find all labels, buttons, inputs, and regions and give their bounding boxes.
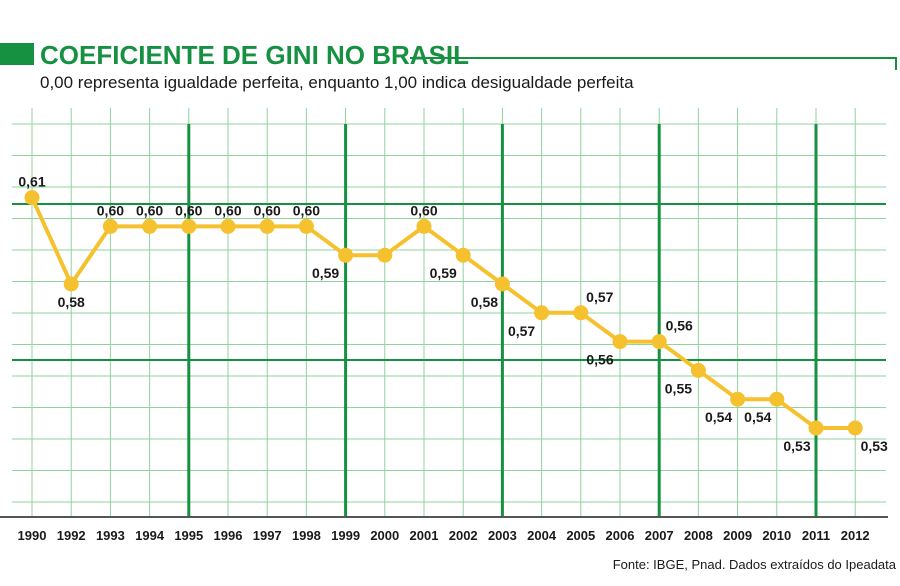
data-label-2006: 0,56 [586, 352, 613, 368]
data-point-2002 [455, 247, 471, 263]
data-point-2004 [534, 305, 550, 321]
data-point-1998 [298, 218, 314, 234]
x-tick-2009: 2009 [723, 528, 752, 543]
data-point-1992 [63, 276, 79, 292]
data-point-2007 [651, 334, 667, 350]
data-label-1995: 0,60 [175, 202, 202, 218]
data-label-2001: 0,60 [410, 202, 437, 218]
data-label-1993: 0,60 [97, 202, 124, 218]
data-label-2008: 0,55 [665, 380, 692, 396]
x-tick-1998: 1998 [292, 528, 321, 543]
x-tick-1997: 1997 [253, 528, 282, 543]
data-point-2009 [730, 391, 746, 407]
data-label-2010: 0,54 [744, 409, 771, 425]
x-tick-2000: 2000 [370, 528, 399, 543]
chart-title: COEFICIENTE DE GINI NO BRASIL [40, 40, 469, 70]
data-point-1995 [181, 218, 197, 234]
x-tick-2002: 2002 [449, 528, 478, 543]
series-line [30, 196, 856, 430]
x-tick-2008: 2008 [684, 528, 713, 543]
x-tick-1994: 1994 [135, 528, 165, 543]
x-tick-1992: 1992 [57, 528, 86, 543]
data-point-2008 [690, 362, 706, 378]
data-point-1993 [102, 218, 118, 234]
data-label-1999: 0,59 [312, 265, 339, 281]
x-tick-2003: 2003 [488, 528, 517, 543]
x-tick-1999: 1999 [331, 528, 360, 543]
x-tick-1996: 1996 [214, 528, 243, 543]
data-label-2005: 0,57 [586, 289, 613, 305]
data-label-1998: 0,60 [293, 202, 320, 218]
x-tick-2012: 2012 [841, 528, 870, 543]
x-tick-2006: 2006 [606, 528, 635, 543]
data-point-1996 [220, 218, 236, 234]
data-label-1997: 0,60 [254, 202, 281, 218]
data-label-2007: 0,56 [666, 318, 693, 334]
data-label-1996: 0,60 [214, 202, 241, 218]
data-point-2001 [416, 218, 432, 234]
x-tick-2007: 2007 [645, 528, 674, 543]
data-label-2011: 0,53 [783, 438, 810, 454]
data-point-1990 [24, 190, 40, 206]
data-label-1990: 0,61 [18, 174, 45, 190]
data-point-2003 [494, 276, 510, 292]
source-note: Fonte: IBGE, Pnad. Dados extraídos do Ip… [613, 557, 897, 572]
data-label-2009: 0,54 [705, 409, 732, 425]
x-tick-1993: 1993 [96, 528, 125, 543]
data-label-2004: 0,57 [508, 323, 535, 339]
data-point-2012 [847, 420, 863, 436]
x-tick-2001: 2001 [410, 528, 439, 543]
data-point-2000 [377, 247, 393, 263]
data-point-1994 [142, 218, 158, 234]
grid [0, 108, 888, 518]
data-label-2002: 0,59 [430, 265, 457, 281]
x-tick-1995: 1995 [174, 528, 203, 543]
data-points [24, 190, 863, 436]
chart-subtitle: 0,00 representa igualdade perfeita, enqu… [40, 73, 634, 92]
data-point-1997 [259, 218, 275, 234]
data-point-2005 [573, 305, 589, 321]
x-tick-1990: 1990 [18, 528, 47, 543]
series-polyline [30, 196, 856, 430]
title-accent-bar [0, 43, 34, 65]
x-tick-2011: 2011 [802, 528, 830, 543]
x-tick-2004: 2004 [527, 528, 557, 543]
data-point-1999 [338, 247, 354, 263]
data-label-1994: 0,60 [136, 202, 163, 218]
data-point-2011 [808, 420, 824, 436]
data-label-2003: 0,58 [471, 294, 498, 310]
data-point-2010 [769, 391, 785, 407]
x-tick-2005: 2005 [566, 528, 595, 543]
data-labels: 0,61 0,58 0,60 0,60 0,60 0,60 0,60 0,60 0,59 0,60… [18, 174, 888, 454]
x-axis-ticks: 1990 1992 1993 1994 1995 1996 1997 1998 1999 2000… [18, 528, 870, 543]
data-label-2012: 0,53 [861, 438, 888, 454]
data-label-1992: 0,58 [58, 294, 85, 310]
data-point-2006 [612, 334, 628, 350]
x-tick-2010: 2010 [762, 528, 791, 543]
